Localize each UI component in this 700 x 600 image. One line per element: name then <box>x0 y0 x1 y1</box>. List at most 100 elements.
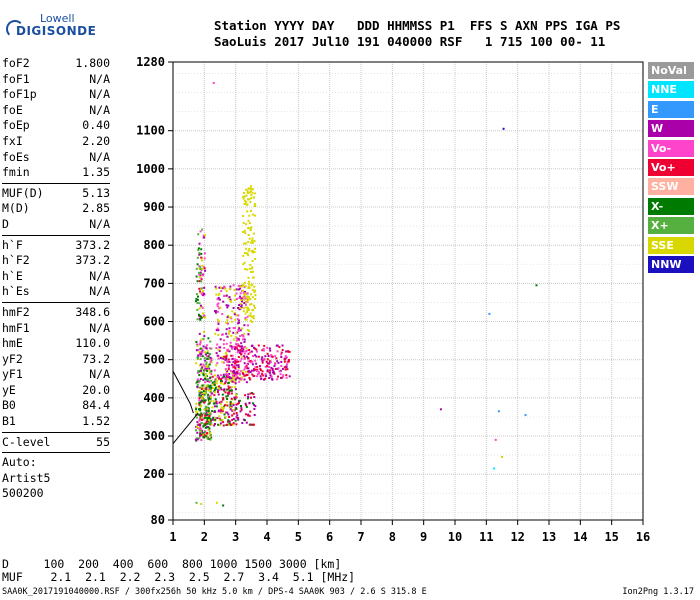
echo-point <box>202 432 205 435</box>
echo-point <box>196 383 199 386</box>
y-tick-label: 1000 <box>136 162 165 176</box>
echo-point <box>223 413 226 416</box>
echo-point <box>209 388 212 390</box>
echo-point <box>196 425 198 428</box>
echo-point <box>228 386 231 389</box>
echo-point <box>217 322 220 325</box>
echo-point <box>215 501 218 504</box>
param-value: 1.800 <box>75 56 110 70</box>
echo-point <box>244 232 247 235</box>
echo-point <box>243 324 246 327</box>
echo-point <box>234 362 236 365</box>
echo-point <box>199 347 202 350</box>
echo-point <box>251 242 254 244</box>
echo-point <box>215 364 218 367</box>
echo-point <box>230 389 233 392</box>
echo-point <box>211 410 214 413</box>
echo-point <box>248 286 251 289</box>
echo-point <box>210 396 212 399</box>
echo-point <box>223 375 226 378</box>
echo-point <box>246 363 249 366</box>
echo-point <box>229 408 232 411</box>
echo-point <box>202 425 205 428</box>
echo-point <box>201 267 204 270</box>
echo-point <box>266 346 269 349</box>
legend-item: W <box>648 120 694 138</box>
echo-point <box>208 438 211 440</box>
echo-point <box>237 418 240 421</box>
echo-point <box>239 302 242 305</box>
echo-point <box>218 385 221 388</box>
echo-point <box>221 408 224 411</box>
echo-point <box>201 366 204 369</box>
echo-point <box>242 348 245 351</box>
echo-point <box>250 197 253 200</box>
echo-point <box>205 435 208 438</box>
echo-point <box>204 269 207 272</box>
echo-point <box>196 298 199 301</box>
echo-point <box>243 378 246 381</box>
echo-point <box>209 432 212 434</box>
echo-point <box>222 398 225 401</box>
echo-point <box>202 345 205 348</box>
param-row: C-level 55 <box>2 435 110 451</box>
y-tick-label: 400 <box>143 391 165 405</box>
echo-point <box>225 332 228 335</box>
echo-point <box>248 314 251 317</box>
echo-point <box>248 402 251 405</box>
echo-point <box>213 369 216 372</box>
echo-point <box>237 402 240 404</box>
echo-point <box>226 411 229 414</box>
echo-point <box>218 387 221 390</box>
echo-point <box>205 367 208 370</box>
legend-item: SSE <box>648 236 694 254</box>
echo-point <box>229 403 232 406</box>
echo-point <box>218 409 220 412</box>
echo-point <box>248 267 251 270</box>
echo-point <box>249 228 252 231</box>
echo-point <box>264 377 267 380</box>
echo-point <box>213 390 216 393</box>
echo-point <box>244 374 247 377</box>
echo-point <box>198 418 201 421</box>
echo-point <box>232 327 235 329</box>
echo-point <box>241 376 244 379</box>
echo-point <box>221 361 224 364</box>
echo-point <box>246 300 249 303</box>
echo-point <box>231 354 234 357</box>
station-header: Station YYYY DAY DDD HHMMSS P1 FFS S AXN… <box>214 18 620 50</box>
echo-point <box>216 343 219 346</box>
echo-point <box>239 307 242 309</box>
echo-point <box>199 230 202 233</box>
echo-point <box>201 228 204 231</box>
echo-point <box>257 355 260 358</box>
echo-point <box>226 423 229 426</box>
echo-point <box>493 467 496 470</box>
echo-point <box>263 344 266 347</box>
x-tick-label: 12 <box>510 530 524 544</box>
echo-point <box>239 335 242 338</box>
echo-point <box>269 361 272 364</box>
echo-point <box>283 358 286 361</box>
param-row: D N/A <box>2 217 110 233</box>
echo-point <box>236 359 238 361</box>
echo-point <box>194 438 197 441</box>
echo-point <box>206 357 209 360</box>
echo-point <box>247 393 250 396</box>
echo-point <box>195 267 198 270</box>
param-value: 110.0 <box>75 336 110 351</box>
echo-point <box>253 285 256 288</box>
param-row: fxI 2.20 <box>2 134 110 150</box>
echo-point <box>252 315 255 317</box>
echo-point <box>234 385 237 388</box>
echo-point <box>251 251 254 254</box>
echo-point <box>219 306 222 309</box>
echo-point <box>240 299 243 301</box>
param-value: 1.35 <box>82 165 110 180</box>
echo-point <box>199 358 202 361</box>
echo-point <box>200 371 203 374</box>
echo-point <box>233 312 236 315</box>
echo-point <box>223 405 225 408</box>
echo-point <box>204 359 207 362</box>
echo-point <box>213 380 216 383</box>
